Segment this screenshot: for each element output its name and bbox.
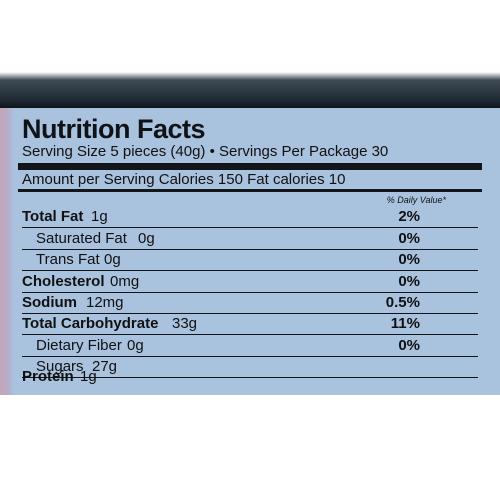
nutrient-row-saturated-fat: Saturated Fat 0g 0% bbox=[22, 229, 478, 250]
dark-package-band bbox=[0, 0, 500, 108]
row-divider bbox=[22, 377, 478, 378]
nutrient-row-trans-fat: Trans Fat 0g 0% bbox=[22, 250, 478, 271]
nutrient-value: 0g bbox=[127, 337, 144, 354]
nutrient-row-sugars: Sugars 27g bbox=[22, 357, 478, 378]
daily-value-header: % Daily Value* bbox=[386, 195, 446, 205]
nutrient-daily-value: 2% bbox=[398, 208, 420, 225]
nutrient-row-protein: Protein 1g bbox=[22, 367, 478, 387]
nutrient-row-sodium: Sodium 12mg 0.5% bbox=[22, 293, 478, 314]
nutrient-daily-value: 0% bbox=[398, 230, 420, 247]
nutrient-name: Trans Fat bbox=[36, 251, 100, 268]
nutrient-name: Sugars bbox=[36, 358, 84, 375]
nutrient-name: Dietary Fiber bbox=[36, 337, 122, 354]
nutrient-name: Saturated Fat bbox=[36, 230, 127, 247]
nutrient-name: Cholesterol bbox=[22, 273, 105, 290]
nutrient-row-total-carbohydrate: Total Carbohydrate 33g 11% bbox=[22, 314, 478, 335]
nutrient-name: Total Carbohydrate bbox=[22, 315, 159, 332]
row-divider bbox=[22, 334, 478, 335]
nutrient-row-cholesterol: Cholesterol 0mg 0% bbox=[22, 272, 478, 293]
row-divider bbox=[22, 249, 478, 250]
nutrient-value: 1g bbox=[80, 368, 97, 385]
nutrient-value: 0mg bbox=[110, 273, 140, 290]
amount-per-serving: Amount per Serving Calories 150 Fat calo… bbox=[22, 171, 346, 188]
nutrient-daily-value: 0% bbox=[398, 251, 420, 268]
row-divider bbox=[22, 356, 478, 357]
serving-info: Serving Size 5 pieces (40g) • Servings P… bbox=[22, 143, 389, 160]
nutrient-value: 33g bbox=[172, 315, 198, 332]
nutrition-facts-title: Nutrition Facts bbox=[22, 114, 206, 144]
nutrient-value: 27g bbox=[92, 358, 118, 375]
rule-thick-top bbox=[18, 163, 482, 170]
row-divider bbox=[22, 227, 478, 228]
nutrient-daily-value: 0.5% bbox=[385, 294, 420, 311]
nutrient-value: 12mg bbox=[86, 294, 124, 311]
nutrient-value: 0g bbox=[138, 230, 155, 247]
nutrient-daily-value: 0% bbox=[398, 337, 420, 354]
nutrient-value: 0g bbox=[104, 251, 121, 268]
label-left-edge bbox=[0, 108, 14, 395]
row-divider bbox=[22, 292, 478, 293]
nutrient-row-dietary-fiber: Dietary Fiber 0g 0% bbox=[22, 336, 478, 357]
nutrition-label-panel bbox=[0, 108, 500, 395]
row-divider bbox=[22, 270, 478, 271]
nutrient-name: Protein bbox=[22, 368, 74, 385]
nutrient-row-total-fat: Total Fat 1g 2% bbox=[22, 207, 478, 228]
nutrient-name: Total Fat bbox=[22, 208, 84, 225]
nutrient-daily-value: 0% bbox=[398, 273, 420, 290]
rule-mid bbox=[18, 189, 482, 192]
row-divider bbox=[22, 313, 478, 314]
nutrient-value: 1g bbox=[91, 208, 108, 225]
nutrient-daily-value: 11% bbox=[390, 315, 420, 332]
nutrient-name: Sodium bbox=[22, 294, 77, 311]
